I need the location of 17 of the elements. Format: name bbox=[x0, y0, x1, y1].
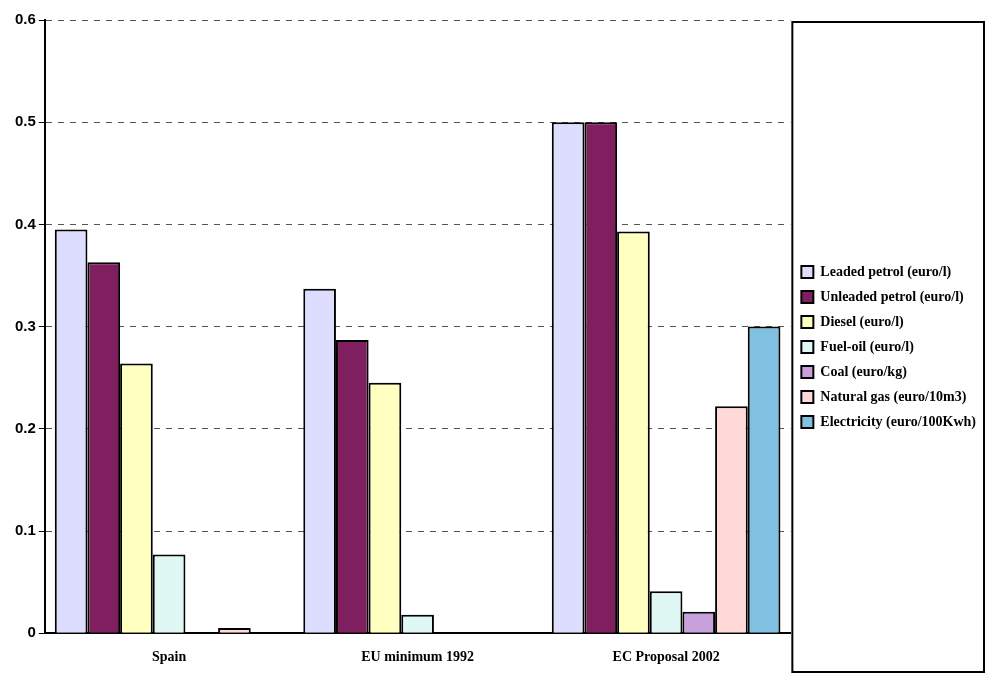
legend-label: Electricity (euro/100Kwh) bbox=[820, 413, 977, 430]
legend-label: Unleaded petrol (euro/l) bbox=[820, 288, 965, 305]
legend-label: Leaded petrol (euro/l) bbox=[820, 263, 952, 280]
y-tick-label: 0.4 bbox=[14, 214, 37, 232]
legend-label: Fuel-oil (euro/l) bbox=[820, 338, 915, 355]
y-tick-label: 0.6 bbox=[14, 10, 36, 28]
x-tick-label: EU minimum 1992 bbox=[361, 649, 474, 665]
y-tick-label: 0.3 bbox=[14, 316, 36, 334]
legend-label: Natural gas (euro/10m3) bbox=[820, 388, 967, 405]
y-tick-label: 0.2 bbox=[14, 418, 36, 436]
y-tick-label: 0 bbox=[27, 623, 36, 641]
y-tick-label: 0.5 bbox=[14, 112, 36, 130]
legend-label: Coal (euro/kg) bbox=[820, 363, 908, 380]
y-tick-label: 0.1 bbox=[14, 521, 36, 539]
legend-label: Diesel (euro/l) bbox=[820, 313, 905, 330]
x-tick-label: Spain bbox=[151, 649, 187, 665]
x-tick-label: EC Proposal 2002 bbox=[612, 649, 720, 665]
